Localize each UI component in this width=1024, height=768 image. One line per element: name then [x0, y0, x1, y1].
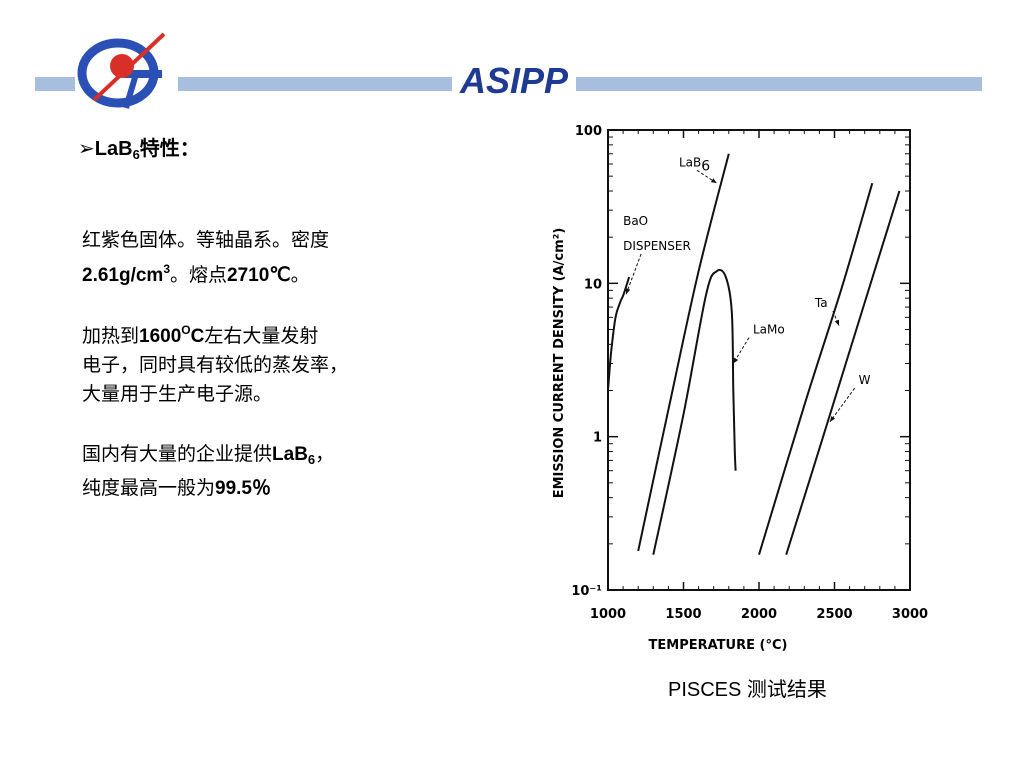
p1-line1: 红紫色固体。等轴晶系。密度: [82, 229, 330, 251]
label-arrowhead: [710, 178, 717, 184]
p1-text-d: 。: [290, 264, 310, 286]
header-bar-right: [178, 77, 982, 91]
series-label: LaB6: [679, 155, 710, 174]
y-tick-label: 10⁻¹: [571, 584, 602, 599]
series-line-bao-dispenser: [607, 276, 631, 391]
series-label: W: [859, 373, 871, 387]
p1-line2: 2.61g/cm3。熔点2710℃。: [82, 255, 329, 290]
series-line-lab6: [637, 153, 730, 552]
series-lines: [607, 153, 901, 555]
heading-sub: 6: [132, 147, 140, 162]
y-tick-label: 1: [593, 431, 602, 446]
label-arrowhead: [625, 288, 631, 295]
label-arrowhead: [733, 357, 739, 364]
p3-lab: LaB: [272, 444, 308, 465]
heading-tail: 特性：: [139, 136, 200, 160]
x-tick-label: 1000: [590, 607, 626, 622]
p2-text-d: 左右大量发射: [204, 325, 319, 347]
chart-caption: PISCES 测试结果: [668, 679, 827, 701]
series-labels: LaB6 BaO DISPENSER Ta LaMo W: [623, 155, 871, 423]
bullet-arrow-icon: ➢: [78, 136, 95, 160]
purity-value: 99.5％: [215, 478, 271, 499]
logo-icon: [77, 32, 166, 109]
p1-text-b: 。熔点: [170, 264, 228, 286]
x-axis-label: TEMPERATURE (°C): [649, 638, 788, 653]
label-arrowhead: [834, 319, 840, 326]
p2-line1: 加热到1600OC左右大量发射: [82, 316, 348, 351]
series-label: BaO: [623, 214, 648, 228]
label-leader: [829, 387, 856, 423]
series-label: DISPENSER: [623, 239, 691, 253]
x-tick-label: 2000: [741, 607, 777, 622]
heading-lab: LaB: [94, 138, 133, 160]
brand-title: ASIPP: [452, 60, 577, 102]
series-label: LaMo: [753, 323, 785, 337]
p3-text-a: 国内有大量的企业提供: [82, 443, 273, 465]
x-tick-label: 1500: [665, 607, 701, 622]
label-leader: [696, 169, 717, 184]
paragraph-supply: 国内有大量的企业提供LaB6， 纯度最高一般为99.5％: [82, 440, 334, 503]
section-heading: ➢LaB6特性：: [78, 132, 200, 162]
axis-ticks: 1000 1500 2000 2500 3000 10⁻¹ 1 10 100: [571, 124, 928, 622]
series-line-lamo: [652, 268, 737, 555]
density-value: 2.61g/cm: [82, 265, 164, 286]
p3-comma: ，: [315, 443, 335, 465]
series-label: Ta: [814, 296, 828, 310]
p3-sub: 6: [307, 452, 316, 467]
temp-unit: C: [190, 326, 205, 347]
label-arrowhead: [829, 415, 836, 422]
emission-chart: 1000 1500 2000 2500 3000 10⁻¹ 1 10 100 LaB6 BaO DI…: [552, 124, 928, 653]
y-axis-label: EMISSION CURRENT DENSITY (A/cm²): [552, 228, 567, 499]
label-leader: [625, 253, 642, 295]
y-tick-label: 100: [575, 124, 602, 139]
x-tick-label: 2500: [816, 607, 852, 622]
p3-line2: 纯度最高一般为99.5％: [82, 474, 334, 503]
p3-text-b: 纯度最高一般为: [82, 477, 216, 499]
p2-text-a: 加热到: [82, 325, 140, 347]
density-sup: 3: [163, 262, 171, 276]
temp-value: 1600: [139, 326, 182, 347]
p3-line1: 国内有大量的企业提供LaB6，: [82, 440, 334, 474]
header-bar-left: [35, 77, 75, 91]
temp-sup: O: [181, 323, 191, 337]
series-line-w: [785, 190, 901, 555]
paragraph-properties: 红紫色固体。等轴晶系。密度 2.61g/cm3。熔点2710℃。: [82, 226, 329, 290]
plot-border: [607, 129, 911, 591]
paragraph-emission: 加热到1600OC左右大量发射 电子，同时具有较低的蒸发率， 大量用于生产电子源…: [82, 316, 348, 409]
melting-point: 2710℃: [227, 265, 291, 286]
series-line-ta: [758, 182, 874, 555]
plot-frame: [607, 129, 911, 591]
label-leader: [832, 310, 840, 326]
p2-line2: 电子，同时具有较低的蒸发率，: [82, 354, 349, 376]
x-tick-label: 3000: [892, 607, 928, 622]
p2-line3: 大量用于生产电子源。: [82, 383, 273, 405]
y-tick-label: 10: [584, 277, 602, 292]
